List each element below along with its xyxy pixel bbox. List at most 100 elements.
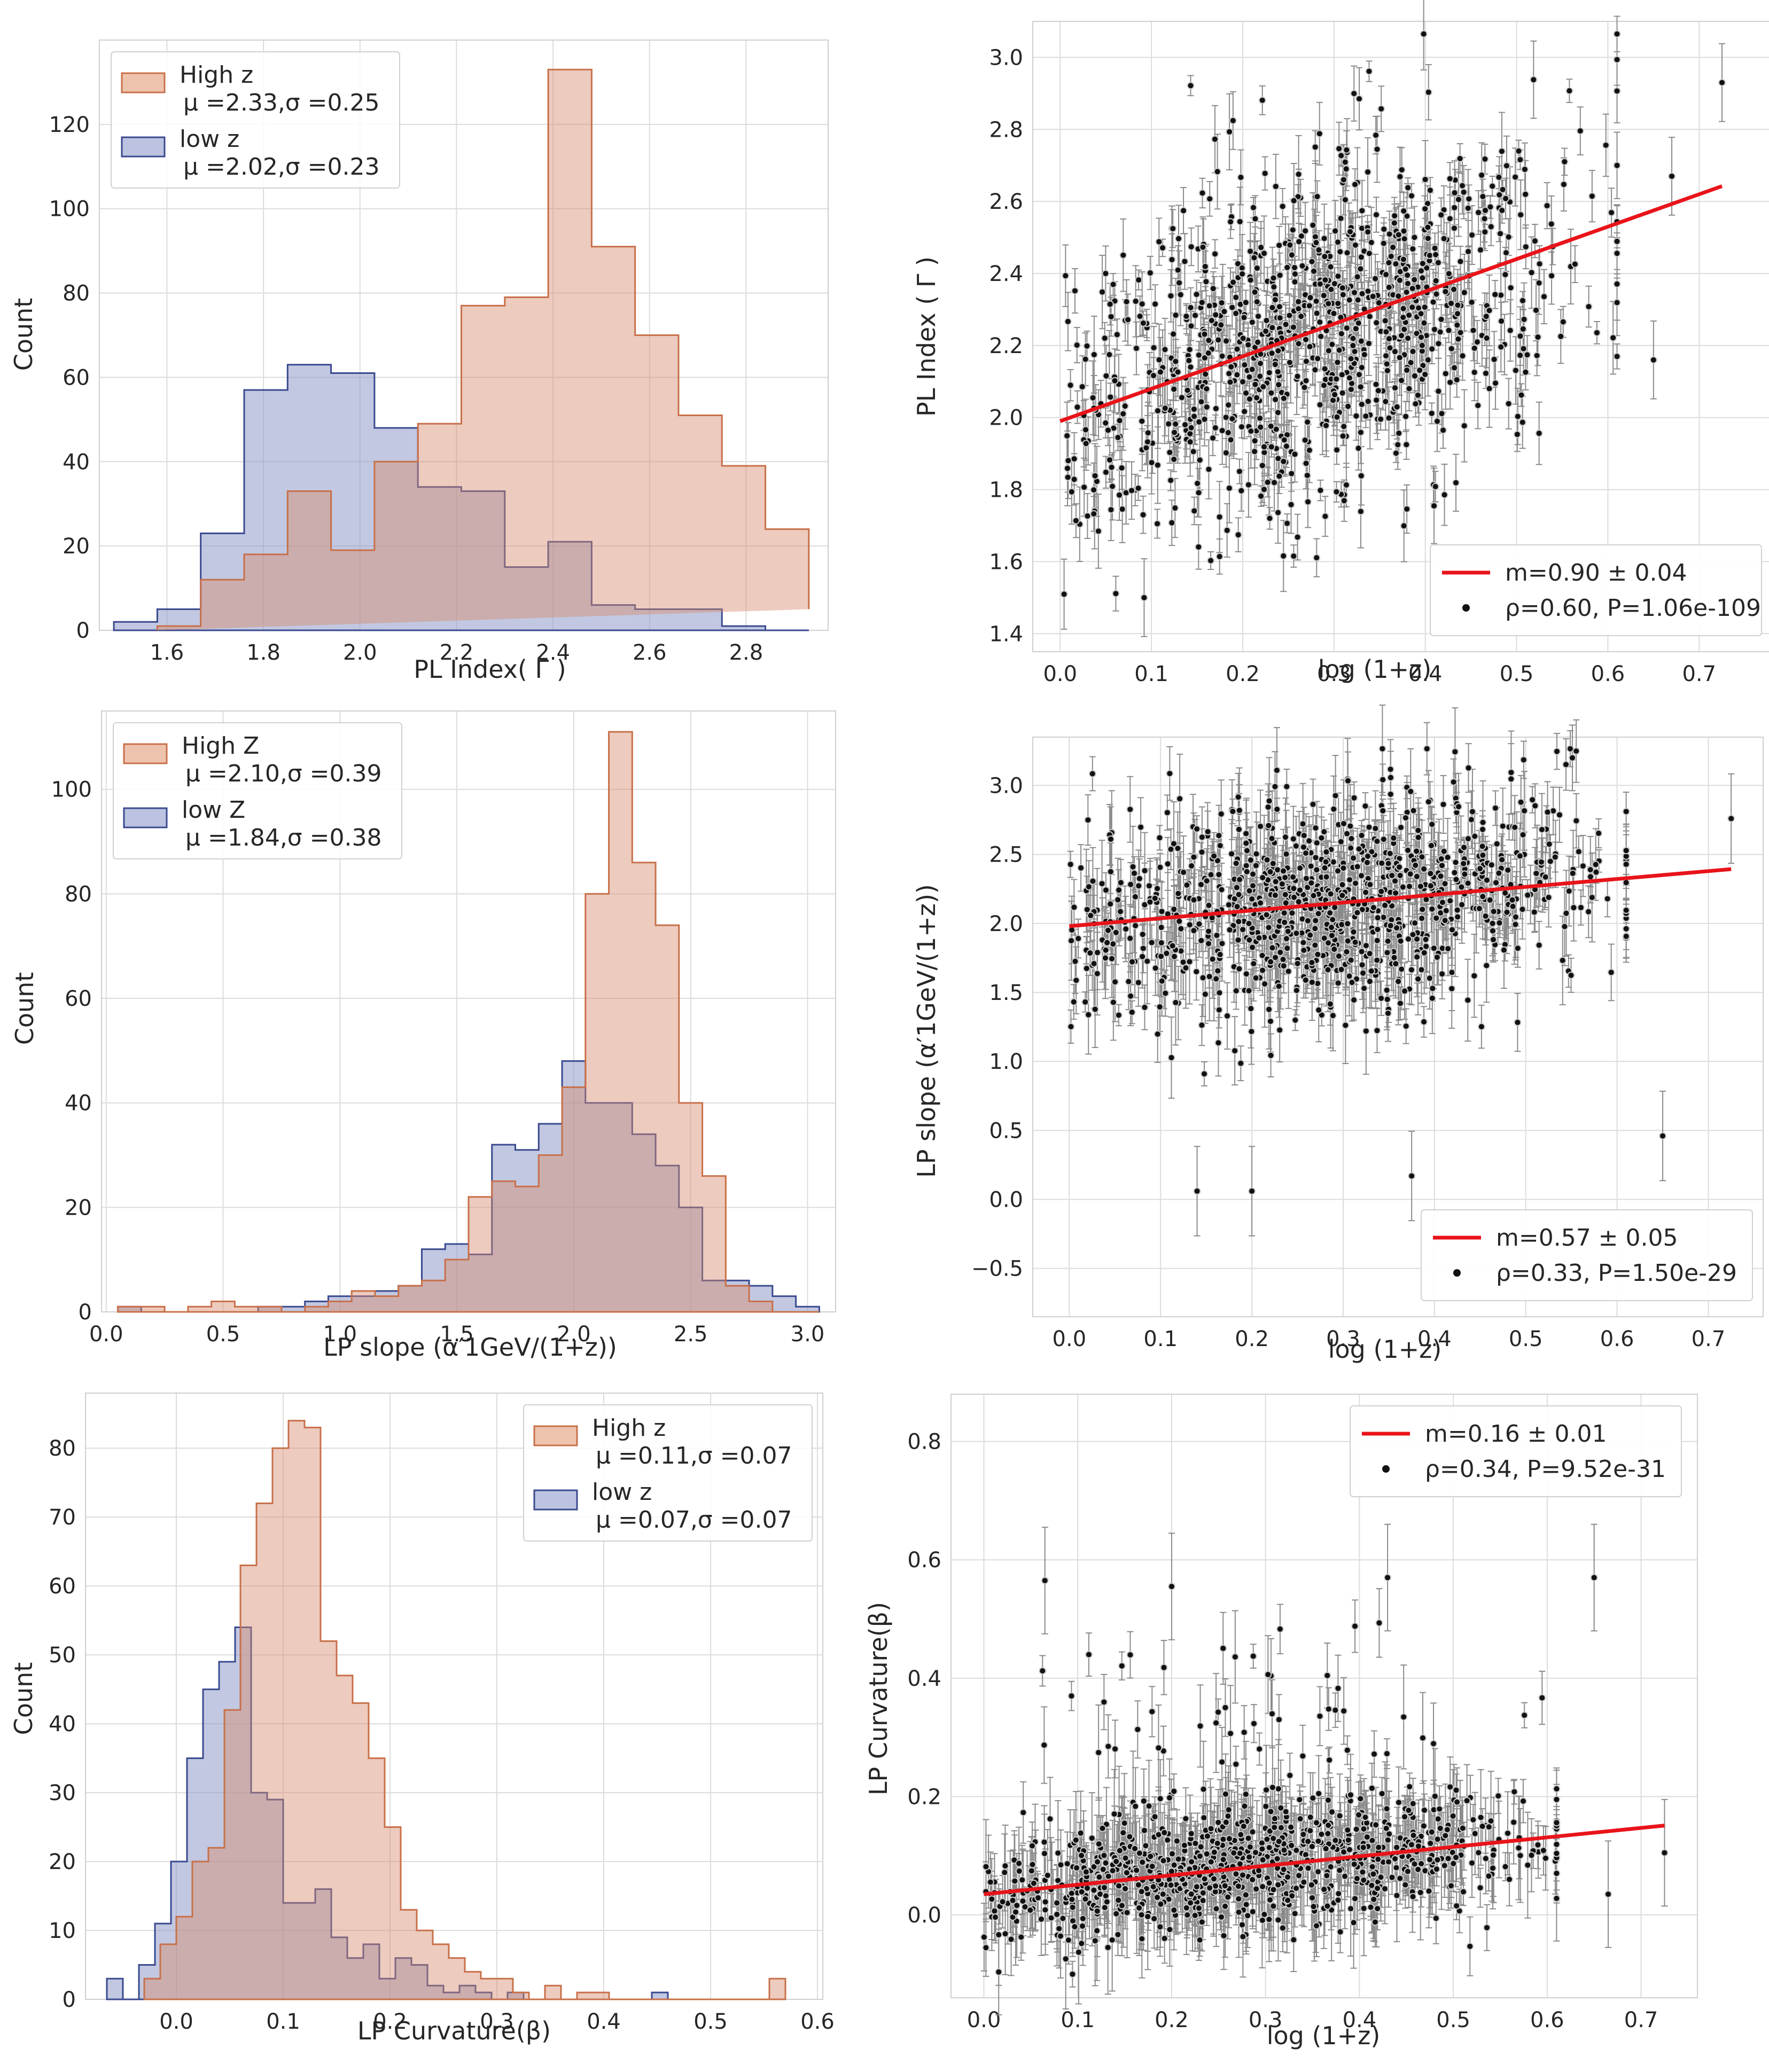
data-point bbox=[1094, 527, 1102, 535]
data-point bbox=[1435, 387, 1443, 395]
data-point bbox=[1146, 269, 1154, 277]
data-point bbox=[1123, 298, 1131, 306]
data-point bbox=[1283, 519, 1291, 527]
data-point bbox=[1502, 194, 1510, 202]
data-point bbox=[1514, 412, 1522, 420]
data-point bbox=[1266, 514, 1274, 522]
data-point bbox=[1166, 448, 1174, 456]
x-tick-label: 3.0 bbox=[791, 1322, 825, 1347]
data-point bbox=[1251, 448, 1259, 456]
y-tick-label: 1.6 bbox=[989, 550, 1023, 574]
data-point bbox=[1245, 395, 1253, 403]
data-point bbox=[1505, 233, 1513, 241]
data-point bbox=[1321, 512, 1329, 520]
data-point bbox=[1167, 292, 1175, 300]
data-point bbox=[1362, 412, 1370, 420]
data-point bbox=[1446, 175, 1454, 183]
data-point bbox=[1372, 131, 1380, 139]
data-point bbox=[1339, 176, 1347, 184]
data-point bbox=[1490, 355, 1498, 363]
data-point bbox=[1274, 509, 1282, 517]
data-point bbox=[1548, 272, 1556, 280]
y-tick-label: 40 bbox=[65, 1091, 92, 1116]
data-point bbox=[1456, 329, 1464, 337]
data-point bbox=[1350, 90, 1358, 98]
x-tick-label: 0.7 bbox=[1692, 1327, 1726, 1351]
data-point bbox=[1477, 246, 1485, 254]
data-point bbox=[1396, 173, 1404, 181]
data-point bbox=[1306, 342, 1314, 350]
data-point bbox=[1522, 368, 1530, 376]
data-point bbox=[1446, 378, 1454, 386]
data-point bbox=[1428, 409, 1436, 417]
data-point bbox=[1407, 358, 1415, 366]
data-point bbox=[1267, 389, 1275, 397]
data-point bbox=[1506, 326, 1514, 334]
data-point bbox=[1159, 244, 1167, 252]
data-point bbox=[1399, 304, 1407, 312]
data-point bbox=[1287, 501, 1295, 509]
x-tick-label: 0.5 bbox=[206, 1322, 240, 1347]
data-point bbox=[1344, 402, 1352, 410]
data-point bbox=[1391, 212, 1399, 220]
x-axis-label: LP slope (α′1GeV/(1+z)) bbox=[323, 1333, 617, 1362]
data-point bbox=[1150, 372, 1158, 380]
data-point bbox=[1396, 276, 1404, 284]
data-point bbox=[1168, 519, 1176, 527]
data-point bbox=[1543, 202, 1551, 210]
data-point bbox=[1180, 207, 1188, 215]
data-point bbox=[1089, 394, 1097, 402]
data-point bbox=[1106, 393, 1115, 401]
data-point bbox=[1501, 271, 1509, 279]
data-points bbox=[1060, 30, 1726, 601]
data-point bbox=[1516, 351, 1524, 359]
x-tick-label: 0.7 bbox=[1682, 662, 1716, 686]
x-tick-label: 0.0 bbox=[1043, 662, 1077, 686]
x-tick-label: 0.3 bbox=[1317, 662, 1351, 686]
data-point bbox=[1373, 319, 1381, 327]
data-point bbox=[1441, 287, 1450, 295]
data-point bbox=[1272, 183, 1280, 191]
data-point bbox=[1228, 303, 1236, 311]
x-tick-label: 0.1 bbox=[1134, 662, 1168, 686]
data-point bbox=[1312, 239, 1320, 247]
data-point bbox=[1613, 249, 1621, 257]
data-point bbox=[1271, 479, 1279, 487]
data-point bbox=[1400, 227, 1408, 235]
data-point bbox=[1251, 215, 1259, 223]
data-point bbox=[1385, 414, 1393, 422]
data-point bbox=[1102, 468, 1110, 476]
data-point bbox=[1191, 311, 1199, 319]
data-point bbox=[1492, 379, 1500, 387]
data-point bbox=[1156, 368, 1164, 376]
data-point bbox=[1261, 169, 1269, 177]
data-point bbox=[1186, 346, 1194, 354]
data-point bbox=[1459, 182, 1467, 190]
data-point bbox=[1535, 429, 1543, 437]
x-tick-label: 1.6 bbox=[150, 640, 184, 665]
data-point bbox=[1416, 366, 1424, 374]
data-point bbox=[1234, 531, 1242, 539]
data-point bbox=[1073, 341, 1081, 349]
data-point bbox=[1540, 293, 1548, 301]
y-tick-label: 0 bbox=[76, 619, 90, 643]
data-point bbox=[1222, 413, 1230, 421]
data-point bbox=[1236, 217, 1244, 225]
data-point bbox=[1385, 283, 1393, 291]
x-tick-label: 2.5 bbox=[674, 1322, 708, 1347]
data-point bbox=[1390, 219, 1398, 227]
data-point bbox=[1161, 346, 1169, 354]
data-point bbox=[1144, 429, 1152, 437]
data-point bbox=[1373, 396, 1381, 404]
data-point bbox=[1367, 238, 1375, 246]
legend-points-label: ρ=0.60, P=1.06e-109 bbox=[1505, 595, 1761, 622]
scatter-lp-slope-vs-redshift: 0.0 0.1 0.2 0.3 0.4 0.5 0.6 0.7−0.50.00.51.01.5… bbox=[912, 705, 1764, 1364]
data-point bbox=[1257, 244, 1265, 252]
data-point bbox=[1247, 427, 1255, 435]
data-point bbox=[1354, 296, 1362, 304]
data-point bbox=[1060, 590, 1068, 598]
data-point bbox=[1304, 418, 1312, 426]
y-tick-label: 2.0 bbox=[989, 912, 1023, 936]
data-point bbox=[1424, 88, 1432, 96]
y-tick-label: −0.5 bbox=[971, 1257, 1023, 1281]
